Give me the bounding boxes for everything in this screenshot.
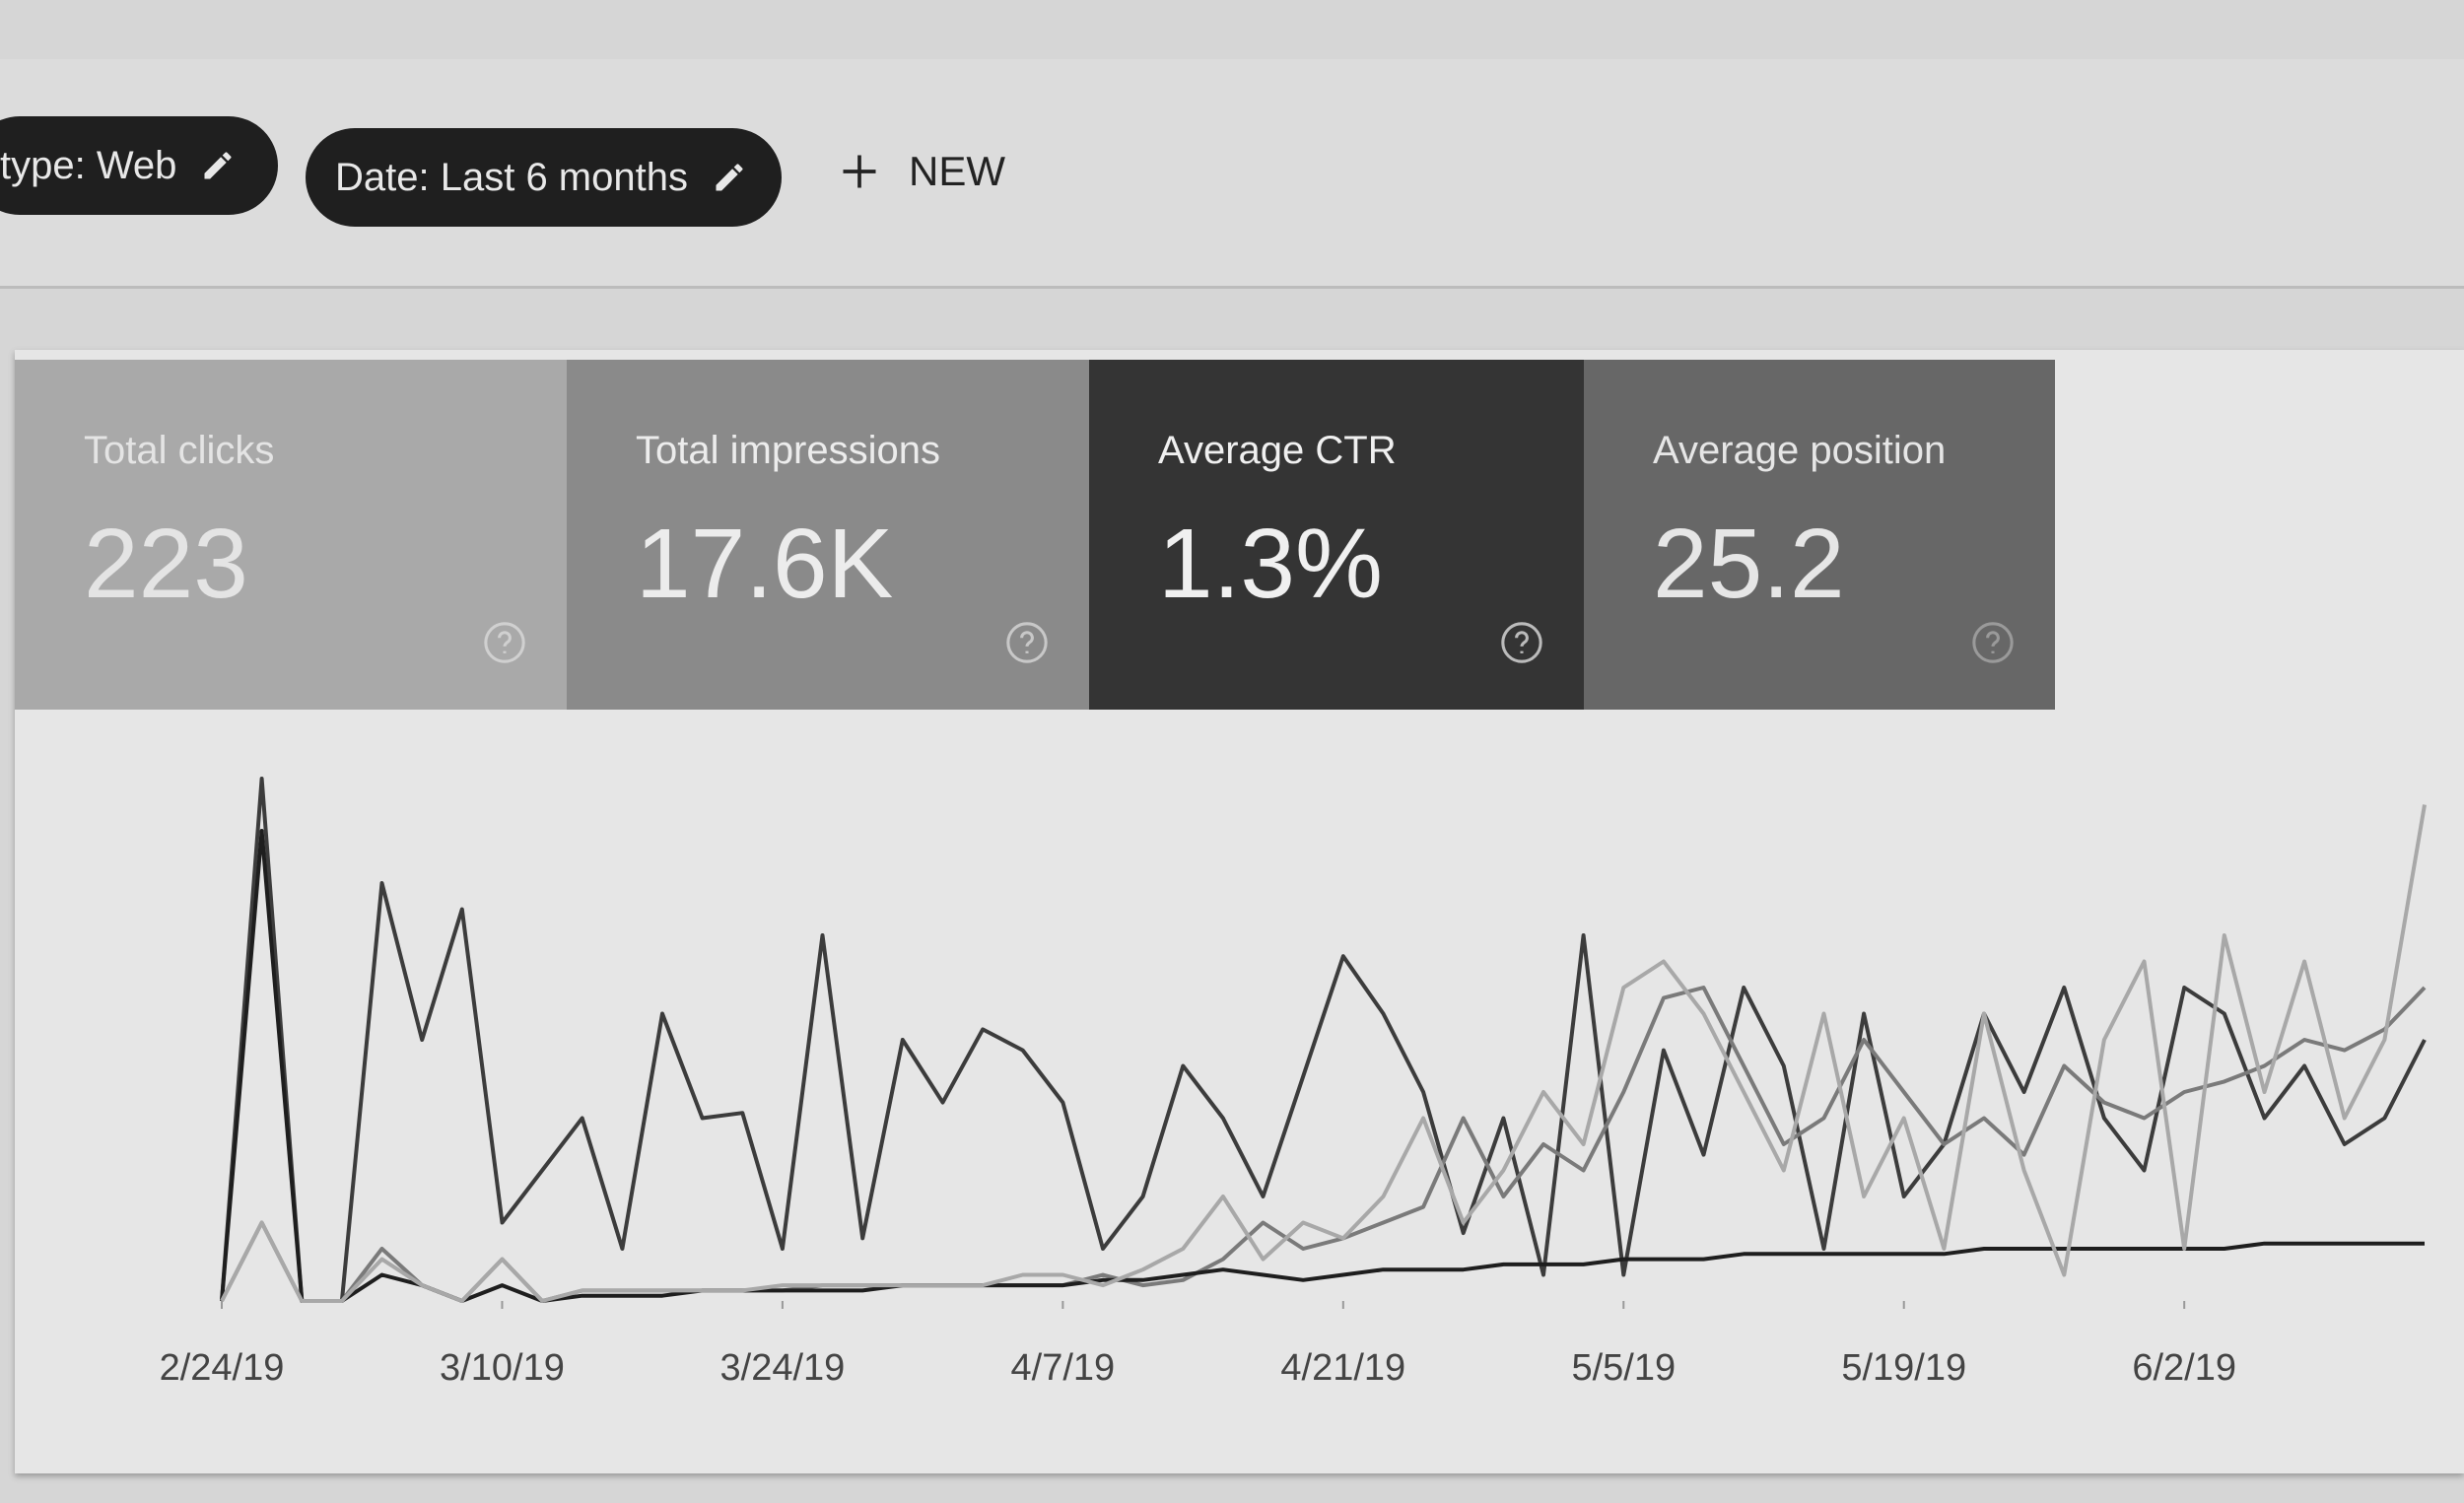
x-tick-label: 5/19/19: [1841, 1347, 1966, 1389]
edit-icon: [716, 164, 743, 191]
chip-label: type: Web: [0, 143, 177, 187]
metric-value: 17.6K: [636, 509, 894, 619]
metric-label: Total clicks: [84, 429, 275, 472]
help-icon[interactable]: [1499, 620, 1544, 665]
x-tick-label: 4/7/19: [1011, 1347, 1116, 1389]
help-icon[interactable]: [1970, 620, 2016, 665]
metric-label: Average CTR: [1158, 429, 1397, 472]
edit-icon: [204, 152, 232, 179]
metric-card[interactable]: Average position 25.2: [1584, 360, 2055, 710]
plus-icon: [843, 155, 876, 188]
x-tick-label: 6/2/19: [2132, 1347, 2236, 1389]
metric-card[interactable]: Average CTR 1.3%: [1089, 360, 1584, 710]
metric-label: Average position: [1653, 429, 1947, 472]
help-icon[interactable]: [1004, 620, 1050, 665]
x-tick-label: 5/5/19: [1571, 1347, 1676, 1389]
x-tick-label: 4/21/19: [1280, 1347, 1405, 1389]
chip-label: Date: Last 6 months: [335, 155, 688, 199]
series-line: [220, 986, 2427, 1303]
button-label: NEW: [909, 148, 1005, 194]
series-line: [220, 829, 2425, 1303]
series-line: [220, 777, 2427, 1303]
metric-value: 25.2: [1653, 509, 1845, 619]
metric-value: 223: [84, 509, 248, 619]
metric-card[interactable]: Total impressions 17.6K: [567, 360, 1089, 710]
new-filter-button[interactable]: NEW: [838, 148, 1005, 195]
metric-label: Total impressions: [636, 429, 941, 472]
series-line: [220, 804, 2427, 1303]
x-tick-label: 2/24/19: [160, 1347, 285, 1389]
performance-chart: 2/24/19 3/10/19 3/24/19 4/7/19 4/21/19 5/5/19…: [160, 777, 2427, 1389]
help-icon[interactable]: [482, 620, 527, 665]
metric-card[interactable]: Total clicks 223: [15, 360, 567, 710]
date-chip[interactable]: Date: Last 6 months: [306, 128, 782, 227]
x-tick-label: 3/24/19: [720, 1347, 846, 1389]
x-tick-label: 3/10/19: [440, 1347, 565, 1389]
type-chip[interactable]: type: Web: [0, 116, 278, 215]
metric-value: 1.3%: [1158, 509, 1383, 619]
